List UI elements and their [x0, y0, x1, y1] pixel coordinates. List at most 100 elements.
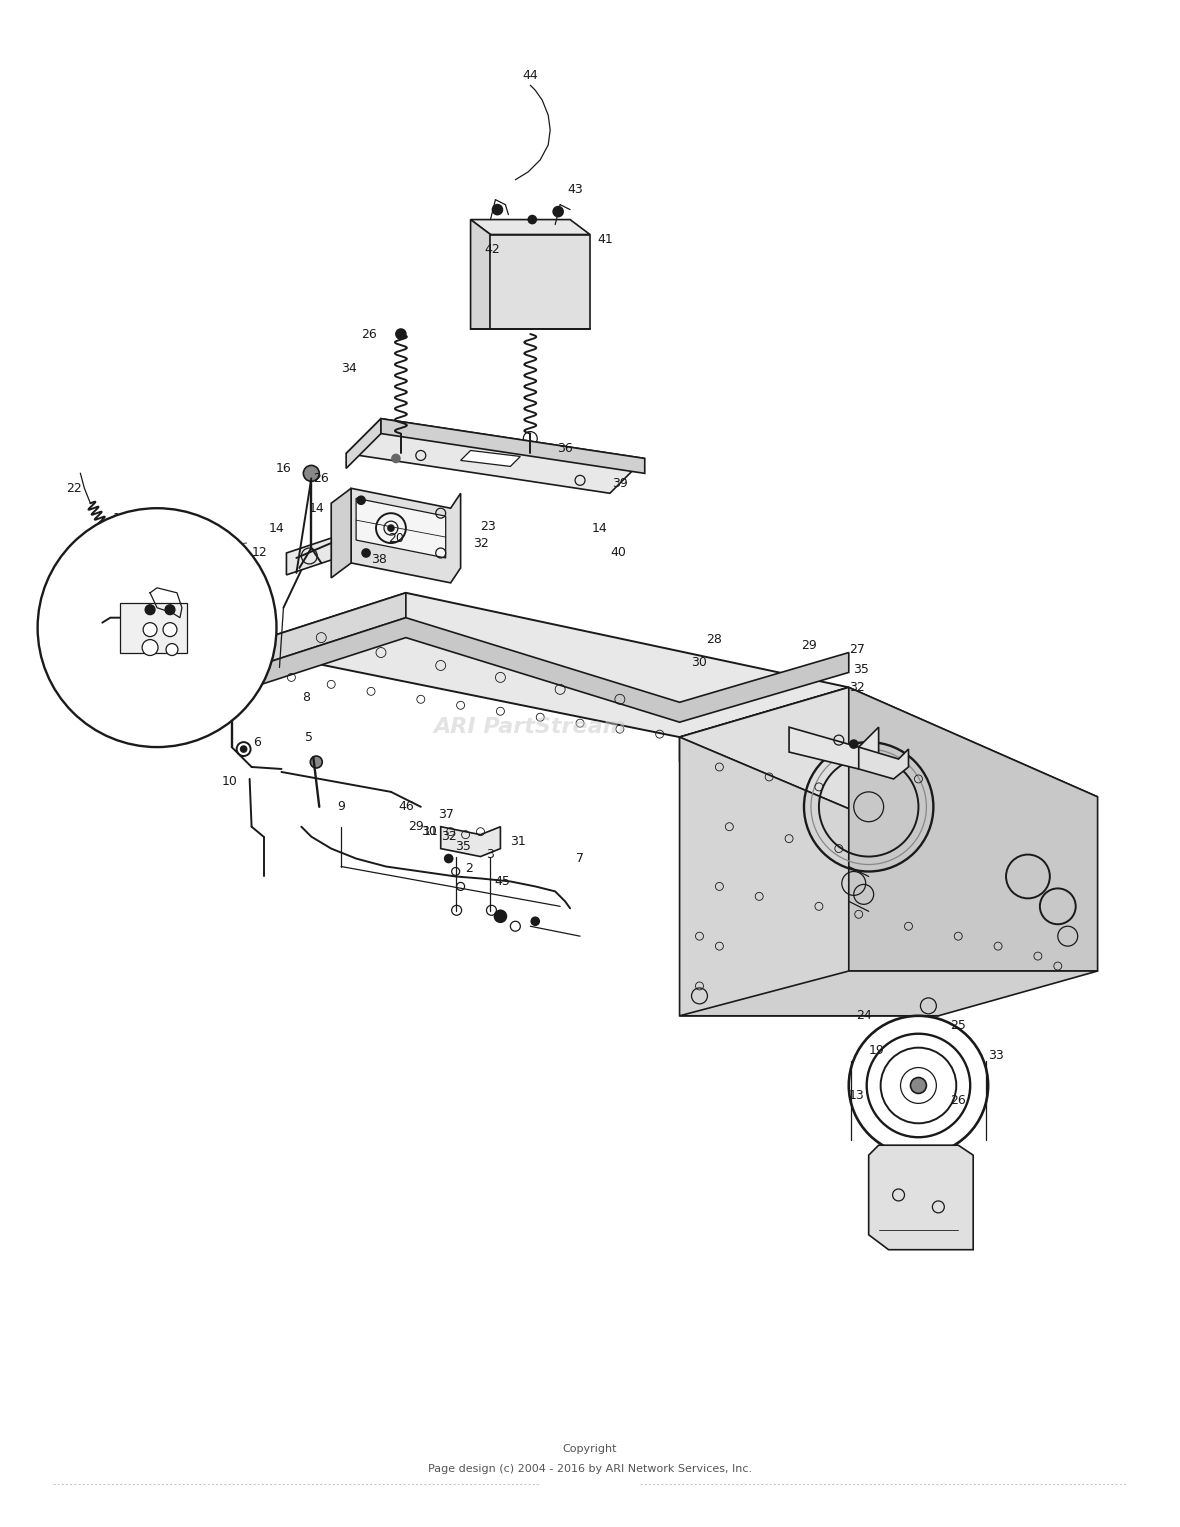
- Text: 7: 7: [576, 852, 584, 866]
- Text: 35: 35: [853, 663, 868, 676]
- Text: 21: 21: [112, 602, 129, 614]
- Text: 35: 35: [454, 840, 471, 854]
- Polygon shape: [680, 971, 1097, 1015]
- Text: 14: 14: [308, 502, 325, 515]
- Circle shape: [396, 328, 406, 339]
- Text: 33: 33: [988, 1049, 1004, 1063]
- Circle shape: [850, 741, 858, 748]
- Circle shape: [531, 918, 539, 925]
- Polygon shape: [471, 220, 491, 328]
- Polygon shape: [237, 618, 848, 722]
- Circle shape: [145, 605, 155, 615]
- Text: 5: 5: [306, 730, 314, 744]
- Circle shape: [303, 466, 320, 481]
- Circle shape: [358, 496, 365, 504]
- Text: 45: 45: [494, 875, 511, 887]
- Circle shape: [38, 508, 276, 747]
- Text: 18: 18: [135, 567, 150, 579]
- Text: 13: 13: [848, 1089, 865, 1102]
- Text: 40: 40: [610, 547, 625, 559]
- Text: 23: 23: [480, 519, 497, 533]
- Text: 30: 30: [691, 657, 708, 669]
- Polygon shape: [332, 489, 352, 577]
- Text: 37: 37: [438, 808, 453, 822]
- Text: 31: 31: [511, 835, 526, 847]
- Text: 10: 10: [222, 776, 237, 788]
- Polygon shape: [237, 592, 848, 738]
- Polygon shape: [471, 220, 590, 235]
- Text: 12: 12: [251, 547, 268, 559]
- Circle shape: [913, 1170, 924, 1180]
- Circle shape: [241, 747, 247, 753]
- Text: 32: 32: [473, 536, 489, 550]
- Text: 34: 34: [341, 362, 358, 376]
- Text: 46: 46: [398, 800, 414, 814]
- Polygon shape: [381, 418, 644, 473]
- Text: 26: 26: [950, 1093, 966, 1107]
- Text: 11: 11: [422, 825, 439, 838]
- Text: 29: 29: [408, 820, 424, 834]
- Polygon shape: [868, 1145, 974, 1249]
- Text: 2: 2: [465, 863, 472, 875]
- Polygon shape: [680, 738, 938, 1015]
- Circle shape: [553, 206, 563, 217]
- Circle shape: [163, 623, 177, 637]
- Text: ARI PartStream: ARI PartStream: [434, 718, 627, 738]
- Circle shape: [911, 1078, 926, 1093]
- Text: 14: 14: [592, 522, 608, 534]
- Text: 41: 41: [597, 234, 612, 246]
- Text: 14: 14: [112, 640, 129, 652]
- Polygon shape: [440, 826, 500, 857]
- Text: 6: 6: [253, 736, 261, 748]
- Text: 4: 4: [240, 681, 248, 693]
- Polygon shape: [680, 687, 1097, 846]
- Text: 3: 3: [486, 847, 494, 861]
- Text: 22: 22: [66, 483, 83, 495]
- Circle shape: [143, 623, 157, 637]
- Polygon shape: [680, 687, 848, 762]
- Text: 30: 30: [421, 825, 437, 838]
- Polygon shape: [120, 603, 186, 652]
- Polygon shape: [789, 727, 879, 770]
- Circle shape: [388, 525, 394, 531]
- Text: 14: 14: [269, 522, 284, 534]
- Text: 28: 28: [707, 634, 722, 646]
- Circle shape: [529, 215, 536, 223]
- Text: 32: 32: [848, 681, 865, 693]
- Polygon shape: [460, 450, 520, 466]
- Text: 36: 36: [557, 441, 573, 455]
- Text: 9: 9: [337, 800, 345, 814]
- Polygon shape: [859, 747, 909, 779]
- Circle shape: [166, 643, 178, 655]
- Text: 15: 15: [112, 512, 129, 525]
- Text: 26: 26: [361, 327, 376, 341]
- Text: 20: 20: [388, 531, 404, 545]
- Text: 19: 19: [868, 1044, 885, 1057]
- Text: 8: 8: [302, 690, 310, 704]
- Circle shape: [310, 756, 322, 768]
- Circle shape: [362, 550, 371, 557]
- Text: 1: 1: [199, 701, 208, 713]
- Polygon shape: [346, 418, 381, 469]
- Text: 32: 32: [441, 831, 457, 843]
- Circle shape: [392, 455, 400, 463]
- Text: 16: 16: [276, 461, 291, 475]
- Polygon shape: [346, 418, 644, 493]
- Circle shape: [165, 605, 175, 615]
- Text: 17: 17: [162, 618, 178, 632]
- Polygon shape: [352, 489, 460, 583]
- Text: 29: 29: [801, 640, 817, 652]
- Circle shape: [494, 910, 506, 922]
- Polygon shape: [491, 235, 590, 328]
- Polygon shape: [848, 687, 1097, 971]
- Circle shape: [492, 205, 503, 215]
- Text: 25: 25: [950, 1019, 966, 1032]
- Text: 43: 43: [568, 183, 583, 195]
- Text: Copyright: Copyright: [563, 1443, 617, 1454]
- Text: 26: 26: [314, 472, 329, 486]
- Circle shape: [445, 855, 453, 863]
- Text: 27: 27: [848, 643, 865, 657]
- Polygon shape: [356, 498, 446, 557]
- Text: 42: 42: [485, 243, 500, 257]
- Text: 39: 39: [612, 476, 628, 490]
